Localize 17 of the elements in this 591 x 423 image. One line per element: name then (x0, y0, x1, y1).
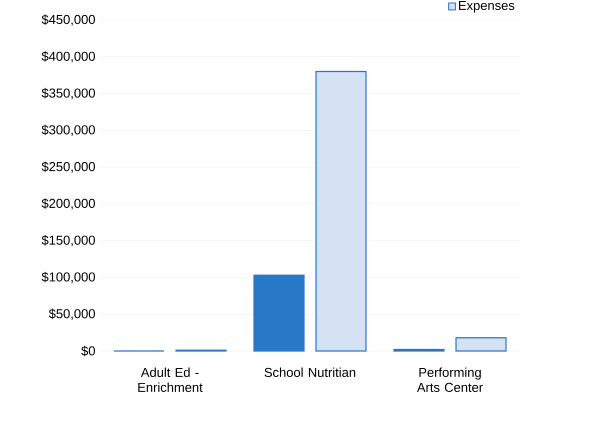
x-tick-label: School Nutritian (264, 368, 356, 378)
y-tick-label: $0 (81, 346, 95, 356)
bar (455, 337, 507, 352)
y-tick-label: $350,000 (42, 88, 95, 100)
x-tick-label: Adult Ed - Enrichment (138, 368, 203, 392)
y-tick-label: $300,000 (42, 124, 95, 136)
y-tick-label: $200,000 (42, 198, 95, 210)
y-tick-label: $450,000 (42, 14, 95, 26)
y-tick-label: $50,000 (48, 308, 95, 320)
x-tick-label: Performing Arts Center (416, 368, 483, 392)
bar (315, 70, 367, 352)
y-tick-label: $250,000 (42, 161, 95, 173)
y-tick-label: $150,000 (42, 235, 95, 246)
y-tick-label: $100,000 (42, 272, 95, 284)
y-tick-label: $400,000 (42, 51, 95, 62)
legend-label: Expenses (459, 1, 514, 13)
bar (253, 274, 305, 352)
